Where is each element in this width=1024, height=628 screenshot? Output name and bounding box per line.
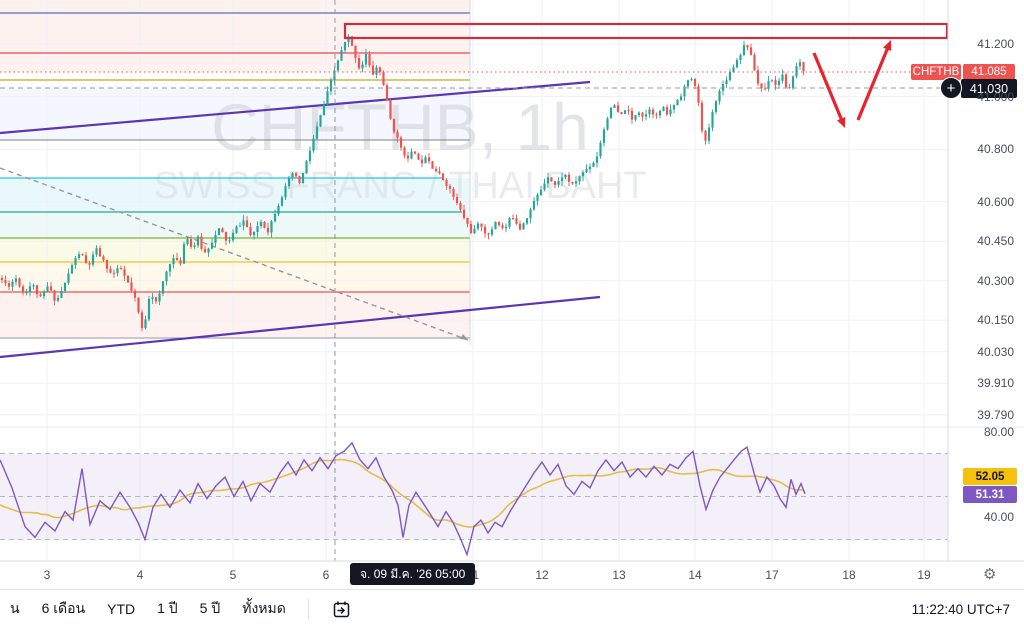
rsi-indicator-pane[interactable] [0, 441, 948, 557]
toolbar-divider [307, 599, 309, 619]
time-axis[interactable]: จ. 09 มี.ค. '26 05:00 ⚙ 3456111213141718… [0, 562, 1024, 589]
range-button-all[interactable]: ทั้งหมด [242, 600, 286, 616]
price-axis-tick: 40.800 [977, 142, 1014, 157]
range-button-6m[interactable]: 6 เดือน [41, 600, 86, 616]
price-axis-tick: 40.030 [977, 344, 1014, 359]
rsi-axis-tick-80: 80.00 [983, 425, 1014, 439]
range-button-5y[interactable]: 5 ปี [199, 600, 221, 616]
watermark-symbol: CHFTHB, 1h [211, 90, 589, 164]
time-axis-tick: 4 [136, 568, 144, 582]
go-to-date-button[interactable] [331, 599, 352, 620]
price-axis-tick: 39.910 [977, 376, 1014, 391]
time-axis-tick: 6 [322, 568, 330, 582]
clock-timezone[interactable]: 11:22:40 UTC+7 [911, 601, 1010, 617]
rsi-axis-tick-40: 40.00 [983, 510, 1014, 524]
crosshair-price-label: 41.030 [961, 79, 1017, 98]
price-axis-tick: 40.300 [977, 273, 1014, 288]
symbol-price-line-label: CHFTHB [911, 64, 961, 80]
trendline-drawings[interactable] [0, 80, 601, 359]
fib-levels-drawing[interactable] [0, 0, 471, 345]
add-alert-plus-icon[interactable]: + [940, 77, 962, 99]
price-axis-tick: 39.790 [977, 407, 1014, 422]
time-axis-tick: 19 [917, 568, 931, 582]
time-axis-tick: 17 [765, 568, 779, 582]
watermark-description: SWISS FRANC / THAI BAHT [153, 165, 646, 207]
range-button-1y[interactable]: 1 ปี [157, 600, 178, 616]
time-axis-tick: 13 [612, 568, 626, 582]
calendar-arrow-icon [333, 601, 350, 617]
time-axis-tick: 3 [43, 568, 51, 582]
time-axis-tick: 5 [229, 568, 237, 582]
crosshair-time-tooltip: จ. 09 มี.ค. '26 05:00 [350, 563, 476, 585]
time-axis-tick: 14 [688, 568, 702, 582]
last-price-label: 41.085 [963, 64, 1015, 80]
rsi-ma-value-label: 52.05 [963, 468, 1017, 485]
bottom-toolbar: น 6 เดือน YTD 1 ปี 5 ปี ทั้งหมด 11:22:40… [0, 589, 1024, 628]
gear-icon[interactable]: ⚙ [983, 566, 997, 583]
price-axis-tick: 41.000 [977, 89, 1014, 104]
time-axis-tick: 12 [535, 568, 549, 582]
crosshair [0, 0, 948, 561]
price-axis-tick: 40.150 [977, 313, 1014, 328]
range-button-ytd[interactable]: YTD [107, 601, 136, 617]
rsi-value-label: 51.31 [963, 486, 1017, 503]
price-axis-tick: 40.600 [977, 194, 1014, 209]
price-axis-tick: 41.200 [977, 37, 1014, 51]
price-axis-tick: 40.450 [977, 234, 1014, 249]
chart-canvas[interactable]: CHFTHB, 1h SWISS FRANC / THAI BAHT [0, 0, 1024, 589]
time-axis-tick: 18 [842, 568, 856, 582]
range-button-1m[interactable]: น [10, 600, 20, 616]
red-annotation-drawings[interactable] [343, 22, 949, 128]
